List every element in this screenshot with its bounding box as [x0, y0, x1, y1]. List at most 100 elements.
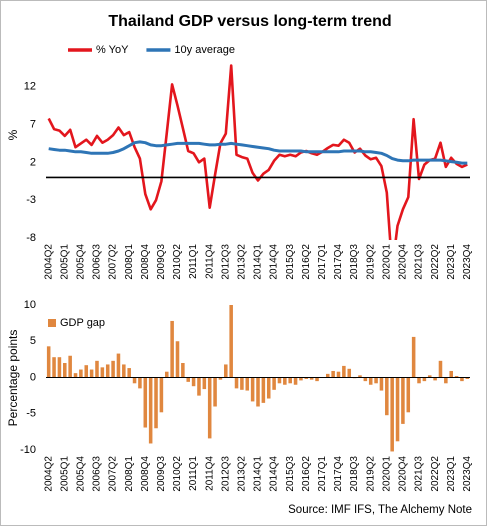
x-tick-label: 2019Q2: [365, 456, 376, 492]
bar: [390, 377, 394, 452]
bar: [336, 371, 341, 378]
bar: [395, 377, 400, 442]
bar: [277, 377, 282, 384]
bar: [438, 360, 443, 378]
series-line: [48, 140, 468, 165]
bar: [127, 368, 131, 378]
bar: [256, 377, 260, 407]
bar: [218, 377, 223, 380]
y-tick-label: -8: [26, 232, 36, 244]
x-tick-label: 2004Q2: [43, 456, 54, 492]
bar: [368, 377, 373, 385]
bar: [449, 370, 453, 378]
x-tick-label: 2007Q2: [108, 244, 119, 280]
bar: [272, 377, 276, 390]
bar: [342, 365, 346, 378]
x-tick-label: 2023Q1: [446, 244, 457, 280]
x-tick-label: 2017Q1: [317, 456, 328, 492]
x-tick-label: 2008Q4: [140, 456, 151, 492]
bar: [363, 377, 368, 382]
bar: [138, 377, 142, 389]
x-tick-label: 2014Q4: [269, 456, 280, 492]
y-tick-label: 2: [30, 156, 36, 168]
x-tick-label: 2005Q4: [76, 244, 87, 280]
bar: [245, 377, 250, 391]
x-tick-label: 2023Q1: [446, 456, 457, 492]
bar: [84, 365, 89, 378]
y-axis-label: Percentage points: [6, 330, 20, 427]
bar: [197, 377, 201, 396]
bar: [374, 377, 378, 384]
bar: [46, 346, 51, 378]
bar: [315, 377, 319, 382]
bar: [111, 360, 115, 378]
x-tick-label: 2023Q4: [462, 456, 473, 492]
y-tick-label: -3: [26, 194, 36, 206]
series-line: [47, 64, 468, 240]
plot: [47, 64, 468, 240]
x-tick-label: 2012Q3: [220, 244, 231, 280]
x-tick-label: 2005Q1: [59, 456, 70, 492]
legend-label: % YoY: [96, 44, 129, 56]
bar: [170, 320, 174, 378]
bar: [143, 377, 148, 428]
bar: [358, 375, 362, 378]
bar: [422, 377, 427, 382]
x-tick-label: 2016Q2: [301, 244, 312, 280]
x-tick-label: 2023Q4: [462, 244, 473, 280]
bar: [79, 369, 83, 378]
legend-label: 10y average: [174, 44, 235, 56]
x-tick-label: 2011Q4: [204, 244, 215, 279]
bar: [234, 377, 239, 389]
x-tick-label: 2013Q2: [237, 244, 248, 280]
bar: [444, 377, 448, 384]
x-tick-label: 2020Q1: [381, 244, 392, 280]
y-tick-label: -5: [26, 408, 36, 420]
bar: [309, 377, 314, 380]
bar: [52, 357, 56, 378]
bar: [250, 377, 255, 402]
chart-title: Thailand GDP versus long-term trend: [108, 13, 391, 30]
bar: [417, 377, 421, 384]
y-tick-label: 7: [30, 118, 36, 130]
y-tick-label: 12: [24, 81, 36, 93]
bar: [331, 370, 335, 378]
x-tick-label: 2018Q3: [349, 244, 360, 280]
x-tick-label: 2010Q2: [172, 456, 183, 492]
bar: [293, 377, 298, 385]
x-tick-label: 2011Q1: [188, 456, 199, 491]
bar: [181, 363, 185, 378]
bar: [224, 364, 228, 378]
bar: [89, 369, 94, 378]
x-tick-label: 2013Q2: [237, 456, 248, 492]
x-tick-label: 2022Q2: [430, 456, 441, 492]
bar: [401, 377, 405, 424]
bar: [186, 377, 190, 382]
x-tick-label: 2008Q1: [124, 456, 135, 492]
x-tick-label: 2011Q4: [204, 456, 215, 491]
x-tick-label: 2020Q4: [398, 456, 409, 492]
bar: [460, 377, 464, 382]
x-tick-label: 2018Q3: [349, 456, 360, 492]
bar: [213, 377, 217, 407]
bar: [465, 377, 470, 379]
bar: [411, 336, 416, 378]
bar: [159, 377, 164, 413]
bar: [433, 377, 437, 381]
bar: [283, 377, 287, 385]
x-tick-label: 2008Q1: [124, 244, 135, 280]
x-tick-label: 2014Q1: [253, 244, 264, 280]
bar: [57, 357, 62, 378]
x-tick-label: 2011Q1: [188, 244, 199, 279]
bar: [122, 364, 126, 378]
y-tick-label: 0: [30, 371, 36, 383]
bar: [202, 377, 207, 390]
bar: [100, 367, 105, 378]
x-tick-label: 2008Q4: [140, 244, 151, 280]
x-tick-label: 2005Q4: [76, 456, 87, 492]
bar: [427, 375, 432, 378]
bar: [299, 377, 303, 381]
bar: [164, 371, 169, 378]
